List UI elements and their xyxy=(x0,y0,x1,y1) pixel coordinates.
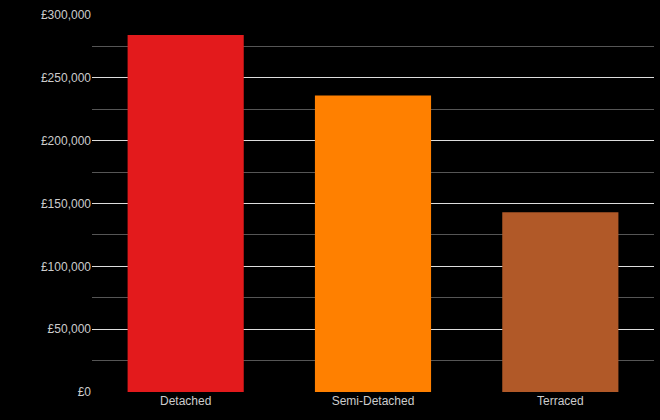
svg-text:Detached: Detached xyxy=(160,394,211,408)
svg-text:Terraced: Terraced xyxy=(537,394,584,408)
svg-text:£200,000: £200,000 xyxy=(41,134,91,148)
svg-text:£250,000: £250,000 xyxy=(41,71,91,85)
svg-text:£150,000: £150,000 xyxy=(41,197,91,211)
svg-text:Semi-Detached: Semi-Detached xyxy=(332,394,415,408)
svg-text:£300,000: £300,000 xyxy=(41,8,91,22)
svg-text:£100,000: £100,000 xyxy=(41,260,91,274)
svg-text:£0: £0 xyxy=(78,385,92,399)
svg-text:£50,000: £50,000 xyxy=(48,322,92,336)
